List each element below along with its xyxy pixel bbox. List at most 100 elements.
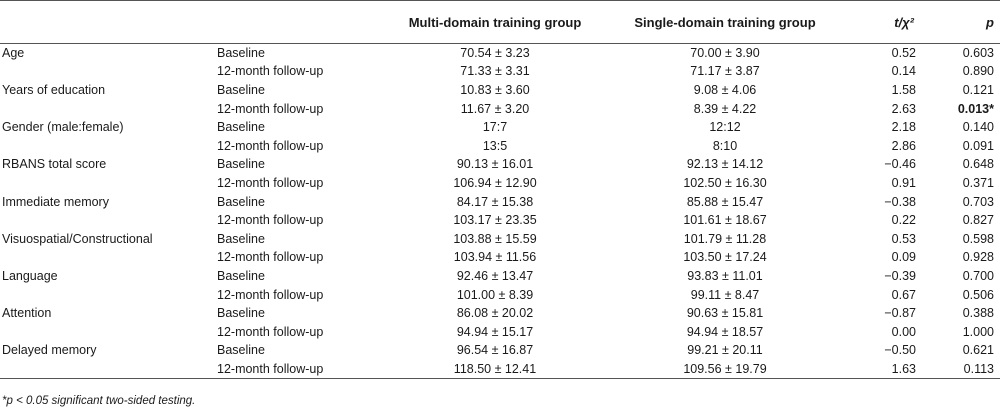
row-timepoint: 12-month follow-up	[217, 287, 324, 302]
row-p-value: 0.703	[962, 194, 994, 209]
row-variable: Attention	[2, 306, 52, 321]
row-p-value: 0.928	[962, 250, 994, 265]
table-row: Immediate memory Baseline 84.17 ± 15.38 85.…	[0, 192, 1000, 211]
results-table: Multi-domain training group Single-domai…	[0, 0, 1000, 379]
row-single-domain-value: 92.13 ± 14.12	[686, 157, 764, 172]
row-test-statistic: −0.87	[884, 306, 916, 321]
row-p-value: 0.091	[962, 138, 994, 153]
row-timepoint: Baseline	[217, 268, 265, 283]
row-multi-domain-value: 106.94 ± 12.90	[453, 175, 537, 190]
row-multi-domain-value: 103.88 ± 15.59	[453, 231, 537, 246]
row-single-domain-value: 109.56 ± 19.79	[610, 359, 840, 379]
row-timepoint: Baseline	[217, 306, 265, 321]
row-timepoint: Baseline	[217, 157, 265, 172]
table-row: Delayed memory Baseline 96.54 ± 16.87 99.21…	[0, 341, 1000, 360]
table-body: Age Baseline 70.54 ± 3.23 70.00 ± 3.90 0.52 0…	[0, 44, 1000, 379]
row-timepoint: 12-month follow-up	[217, 101, 324, 116]
row-variable: RBANS total score	[2, 157, 107, 172]
row-multi-domain-value: 92.46 ± 13.47	[456, 268, 534, 283]
row-test-statistic: 0.52	[891, 46, 916, 61]
header-multi-domain: Multi-domain training group	[380, 0, 610, 44]
row-variable	[0, 211, 215, 230]
row-variable	[0, 174, 215, 193]
header-p-value: p	[920, 0, 1000, 44]
row-timepoint: 12-month follow-up	[217, 175, 324, 190]
row-variable	[0, 248, 215, 267]
row-multi-domain-value: 101.00 ± 8.39	[456, 287, 534, 302]
row-timepoint: Baseline	[217, 231, 265, 246]
row-timepoint: 12-month follow-up	[217, 64, 324, 79]
row-p-value: 0.827	[962, 213, 994, 228]
row-p-value: 0.890	[962, 64, 994, 79]
table-row: 12-month follow-up 11.67 ± 3.20 8.39 ± 4.2…	[0, 99, 1000, 118]
row-multi-domain-value: 11.67 ± 3.20	[460, 101, 530, 116]
row-p-value: 0.648	[962, 157, 994, 172]
row-p-value: 0.598	[962, 231, 994, 246]
row-timepoint: 12-month follow-up	[217, 324, 324, 339]
row-multi-domain-value: 118.50 ± 12.41	[380, 359, 610, 379]
header-variable	[0, 0, 215, 44]
row-test-statistic: 2.63	[891, 101, 916, 116]
table-row: RBANS total score Baseline 90.13 ± 16.01 92…	[0, 155, 1000, 174]
row-multi-domain-value: 96.54 ± 16.87	[456, 343, 534, 358]
row-multi-domain-value: 71.33 ± 3.31	[460, 64, 530, 79]
row-timepoint: 12-month follow-up	[217, 250, 324, 265]
row-p-value: 1.000	[962, 324, 994, 339]
row-variable: Language	[2, 268, 58, 283]
table-row: 12-month follow-up 13:5 8:10 2.86 0.091	[0, 136, 1000, 155]
row-single-domain-value: 99.11 ± 8.47	[690, 287, 760, 302]
row-p-value: 0.371	[962, 175, 994, 190]
row-timepoint: 12-month follow-up	[217, 138, 324, 153]
row-multi-domain-value: 84.17 ± 15.38	[456, 194, 534, 209]
row-test-statistic: −0.46	[884, 157, 916, 172]
row-multi-domain-value: 70.54 ± 3.23	[460, 46, 530, 61]
row-multi-domain-value: 90.13 ± 16.01	[456, 157, 534, 172]
row-test-statistic: −0.38	[884, 194, 916, 209]
row-variable	[0, 62, 215, 81]
row-test-statistic: 1.58	[891, 82, 916, 97]
table-row: 12-month follow-up 94.94 ± 15.17 94.94 ± 1…	[0, 322, 1000, 341]
row-multi-domain-value: 94.94 ± 15.17	[456, 324, 534, 339]
row-variable: Delayed memory	[2, 343, 97, 358]
table-row: 12-month follow-up 103.94 ± 11.56 103.50 ±…	[0, 248, 1000, 267]
row-variable: Years of education	[2, 82, 106, 97]
row-test-statistic: 0.00	[891, 324, 916, 339]
row-p-value: 0.506	[962, 287, 994, 302]
row-single-domain-value: 8:10	[712, 138, 738, 153]
table-row: 12-month follow-up 118.50 ± 12.41 109.56 ±…	[0, 359, 1000, 379]
row-p-value: 0.603	[962, 46, 994, 61]
row-single-domain-value: 101.79 ± 11.28	[683, 231, 767, 246]
row-test-statistic: −0.39	[884, 268, 916, 283]
header-row: Multi-domain training group Single-domai…	[0, 0, 1000, 44]
row-single-domain-value: 101.61 ± 18.67	[683, 213, 767, 228]
row-variable: Immediate memory	[2, 194, 109, 209]
row-test-statistic: −0.50	[884, 343, 916, 358]
table-row: 12-month follow-up 71.33 ± 3.31 71.17 ± 3.…	[0, 62, 1000, 81]
row-p-value: 0.700	[962, 268, 994, 283]
row-single-domain-value: 85.88 ± 15.47	[686, 194, 764, 209]
row-test-statistic: 2.18	[891, 120, 916, 135]
table-row: 12-month follow-up 106.94 ± 12.90 102.50 ±…	[0, 174, 1000, 193]
row-timepoint: 12-month follow-up	[217, 213, 324, 228]
table-row: Gender (male:female) Baseline 17:7 12:12 2.1…	[0, 118, 1000, 137]
row-timepoint: Baseline	[217, 46, 265, 61]
footnote: *p < 0.05 significant two-sided testing.	[2, 395, 196, 407]
row-p-value: 0.113	[920, 359, 1000, 379]
table-row: Attention Baseline 86.08 ± 20.02 90.63 ± 15…	[0, 304, 1000, 323]
row-multi-domain-value: 17:7	[482, 120, 508, 135]
row-single-domain-value: 71.17 ± 3.87	[690, 64, 760, 79]
row-single-domain-value: 12:12	[709, 120, 741, 135]
row-variable	[0, 136, 215, 155]
row-single-domain-value: 93.83 ± 11.01	[687, 268, 763, 283]
row-timepoint: Baseline	[217, 194, 265, 209]
row-multi-domain-value: 103.17 ± 23.35	[453, 213, 537, 228]
row-variable	[0, 285, 215, 304]
row-timepoint: 12-month follow-up	[215, 359, 380, 379]
row-test-statistic: 0.91	[891, 175, 916, 190]
row-multi-domain-value: 86.08 ± 20.02	[456, 306, 534, 321]
row-test-statistic: 0.67	[891, 287, 916, 302]
row-test-statistic: 0.14	[891, 64, 916, 79]
row-variable	[0, 99, 215, 118]
row-test-statistic: 2.86	[891, 138, 916, 153]
